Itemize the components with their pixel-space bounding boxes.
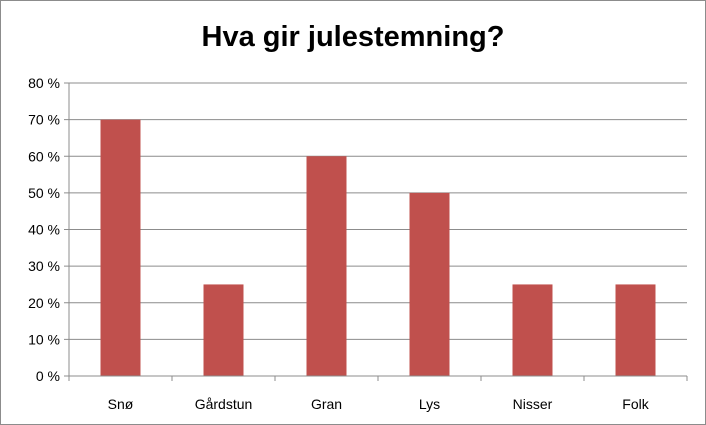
y-tick-label: 60 %: [28, 148, 60, 164]
bars: [100, 119, 656, 376]
y-tick-labels: 0 % 10 % 20 % 30 % 40 % 50 % 60 % 70 % 80 %: [28, 75, 60, 384]
bar: [306, 156, 347, 376]
bar: [615, 284, 656, 376]
bar: [512, 284, 553, 376]
bar: [100, 119, 141, 376]
x-tick-label: Gårdstun: [195, 396, 253, 412]
y-tick-label: 10 %: [28, 331, 60, 347]
x-tick-label: Lys: [419, 396, 440, 412]
y-tick-label: 40 %: [28, 222, 60, 238]
y-tick-label: 70 %: [28, 112, 60, 128]
y-tick-label: 0 %: [36, 368, 60, 384]
x-tick-label: Folk: [622, 396, 649, 412]
y-tick-label: 50 %: [28, 185, 60, 201]
bar: [409, 192, 450, 376]
y-tick-label: 20 %: [28, 295, 60, 311]
bar: [203, 284, 244, 376]
x-tick-label: Snø: [108, 396, 134, 412]
x-tick-label: Gran: [311, 396, 342, 412]
gridlines: [69, 82, 687, 340]
y-tick-label: 30 %: [28, 258, 60, 274]
x-tick-labels: Snø Gårdstun Gran Lys Nisser Folk: [108, 396, 650, 412]
axes: [64, 82, 688, 381]
chart-title: Hva gir julestemning?: [201, 21, 505, 53]
x-tick-label: Nisser: [513, 396, 553, 412]
y-tick-label: 80 %: [28, 75, 60, 91]
